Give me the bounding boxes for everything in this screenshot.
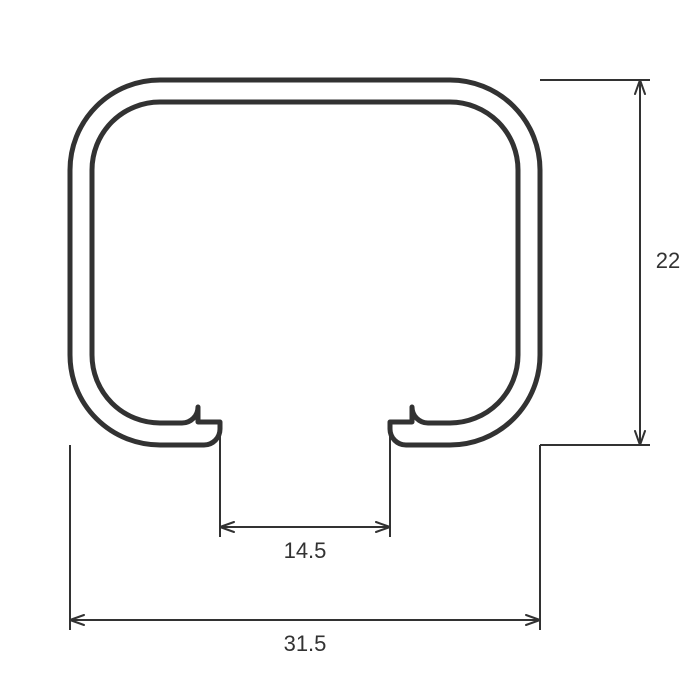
dim-label-height: 22 — [656, 248, 680, 273]
profile-outline — [70, 80, 540, 445]
dim-label-slot: 14.5 — [284, 538, 327, 563]
dim-label-width: 31.5 — [284, 631, 327, 656]
profile-diagram: 22 14.5 31.5 — [0, 0, 700, 700]
track-profile — [70, 80, 540, 445]
dimensions: 22 14.5 31.5 — [70, 80, 680, 656]
